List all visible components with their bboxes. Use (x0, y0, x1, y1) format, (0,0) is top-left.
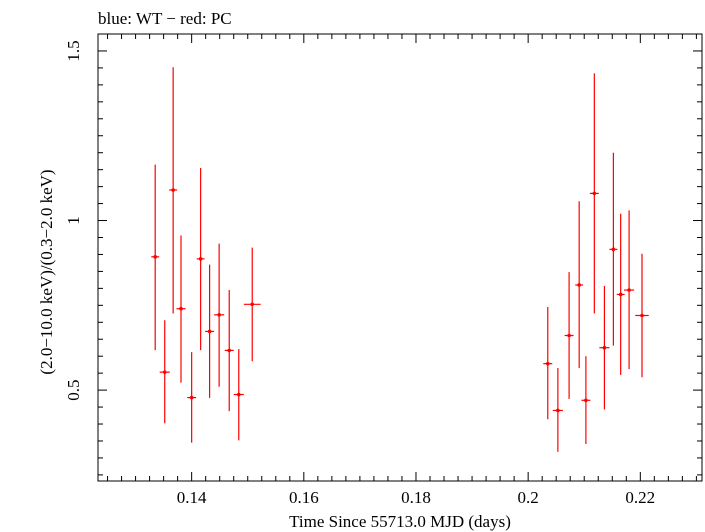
data-point (616, 213, 625, 375)
data-point (224, 290, 234, 412)
point-marker (207, 329, 212, 334)
point-marker (584, 398, 588, 403)
data-point (624, 210, 635, 370)
data-point (205, 264, 215, 398)
x-tick-label: 0.22 (625, 488, 655, 507)
point-marker (577, 283, 581, 287)
data-point (159, 320, 170, 424)
data-point (575, 201, 584, 369)
data-point (169, 67, 178, 314)
point-marker (236, 392, 241, 397)
data-point (635, 253, 649, 378)
data-point (599, 285, 610, 410)
point-marker (627, 288, 631, 292)
point-marker (592, 191, 597, 196)
y-axis-label: (2.0−10.0 keV)/(0.3−2.0 keV) (37, 169, 56, 374)
point-marker (611, 247, 616, 252)
data-point (187, 352, 197, 443)
plot-frame (97, 33, 703, 482)
point-marker (556, 408, 560, 413)
data-point (151, 164, 160, 351)
data-point (214, 243, 225, 387)
data-point (176, 235, 186, 383)
point-marker (567, 333, 571, 338)
point-marker (602, 345, 607, 350)
x-tick-label: 0.2 (518, 488, 539, 507)
data-point (243, 247, 261, 362)
y-tick-label: 1.5 (64, 40, 83, 61)
point-marker (171, 188, 175, 192)
data-point (233, 349, 244, 441)
data-point (581, 356, 591, 445)
data-point (552, 368, 563, 452)
data-point (196, 167, 205, 351)
point-marker (250, 302, 255, 307)
point-marker (227, 348, 232, 353)
point-marker (179, 306, 183, 311)
point-marker (189, 395, 194, 400)
point-marker (217, 313, 221, 317)
point-marker (162, 370, 167, 374)
y-tick-label: 0.5 (64, 379, 83, 400)
point-marker (640, 313, 644, 318)
y-tick-label: 1 (64, 216, 83, 225)
data-point (589, 73, 599, 314)
data-point (543, 307, 553, 420)
point-marker (198, 257, 203, 261)
point-marker (153, 255, 158, 259)
x-axis-label: Time Since 55713.0 MJD (days) (289, 512, 511, 531)
chart-title: blue: WT − red: PC (98, 9, 232, 28)
point-marker (545, 361, 550, 366)
x-tick-label: 0.14 (177, 488, 207, 507)
point-marker (618, 292, 623, 297)
data-point (564, 272, 574, 399)
x-tick-label: 0.18 (401, 488, 431, 507)
x-tick-label: 0.16 (289, 488, 319, 507)
data-point (609, 152, 618, 346)
